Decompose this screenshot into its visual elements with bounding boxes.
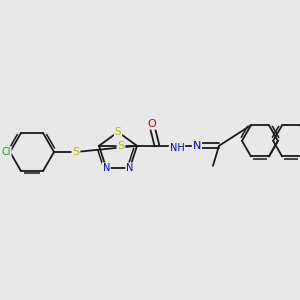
Text: Cl: Cl <box>1 147 11 157</box>
Text: S: S <box>117 141 124 151</box>
Text: O: O <box>148 119 156 129</box>
Text: N: N <box>103 163 110 173</box>
Text: S: S <box>72 147 80 157</box>
Text: N: N <box>126 163 134 173</box>
Text: N: N <box>193 141 201 151</box>
Text: S: S <box>115 127 121 137</box>
Text: NH: NH <box>169 143 184 153</box>
